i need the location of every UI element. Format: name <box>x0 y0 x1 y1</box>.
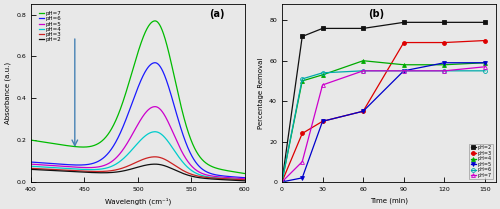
pH=4 <box>320 74 326 76</box>
pH=2 <box>279 181 285 183</box>
pH=7 <box>299 161 305 163</box>
pH=5 <box>482 61 488 64</box>
pH=5 <box>320 120 326 122</box>
pH=7 <box>279 181 285 183</box>
pH=2 <box>320 27 326 30</box>
pH=5 <box>279 181 285 183</box>
pH=2 <box>442 21 448 24</box>
pH=2 <box>401 21 407 24</box>
pH=5 <box>442 61 448 64</box>
Text: (b): (b) <box>368 9 384 19</box>
pH=5 <box>360 110 366 112</box>
Line: pH=5: pH=5 <box>280 61 487 184</box>
pH=2 <box>482 21 488 24</box>
pH=6 <box>442 70 448 72</box>
pH=6 <box>360 70 366 72</box>
pH=4 <box>360 60 366 62</box>
Line: pH=7: pH=7 <box>280 65 487 184</box>
pH=3 <box>401 41 407 44</box>
pH=4 <box>482 61 488 64</box>
pH=3 <box>482 39 488 42</box>
pH=4 <box>401 64 407 66</box>
pH=7 <box>442 70 448 72</box>
pH=7 <box>401 70 407 72</box>
pH=7 <box>320 84 326 86</box>
pH=4 <box>279 181 285 183</box>
Legend: pH=2, pH=3, pH=4, pH=5, pH=6, pH=7: pH=2, pH=3, pH=4, pH=5, pH=6, pH=7 <box>469 144 494 180</box>
pH=6 <box>482 70 488 72</box>
pH=3 <box>320 120 326 122</box>
pH=6 <box>279 181 285 183</box>
Text: (a): (a) <box>210 9 225 19</box>
pH=7 <box>360 70 366 72</box>
pH=3 <box>279 181 285 183</box>
pH=6 <box>320 72 326 74</box>
X-axis label: Time (min): Time (min) <box>370 197 408 204</box>
pH=6 <box>401 70 407 72</box>
pH=7 <box>482 66 488 68</box>
Y-axis label: Absorbance (a.u.): Absorbance (a.u.) <box>4 62 10 124</box>
pH=4 <box>442 64 448 66</box>
pH=3 <box>299 132 305 135</box>
Y-axis label: Percentage Removal: Percentage Removal <box>258 57 264 129</box>
pH=5 <box>299 177 305 179</box>
Legend: pH=7, pH=6, pH=5, pH=4, pH=3, pH=2: pH=7, pH=6, pH=5, pH=4, pH=3, pH=2 <box>38 10 62 43</box>
Line: pH=4: pH=4 <box>280 59 487 184</box>
Line: pH=2: pH=2 <box>280 20 487 184</box>
X-axis label: Wavelength (cm⁻¹): Wavelength (cm⁻¹) <box>105 197 171 205</box>
pH=6 <box>299 78 305 80</box>
Line: pH=6: pH=6 <box>280 69 487 184</box>
pH=5 <box>401 70 407 72</box>
pH=3 <box>442 41 448 44</box>
pH=3 <box>360 110 366 112</box>
pH=4 <box>299 80 305 82</box>
Line: pH=3: pH=3 <box>280 39 487 184</box>
pH=2 <box>360 27 366 30</box>
pH=2 <box>299 35 305 38</box>
